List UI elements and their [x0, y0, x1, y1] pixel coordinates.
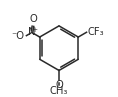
Text: N: N	[28, 27, 36, 38]
Text: O: O	[29, 14, 37, 24]
Text: CH₃: CH₃	[50, 86, 68, 96]
Text: O: O	[55, 80, 63, 90]
Text: CF₃: CF₃	[87, 27, 104, 37]
Text: ⁻O: ⁻O	[11, 31, 24, 41]
Text: +: +	[31, 27, 37, 33]
